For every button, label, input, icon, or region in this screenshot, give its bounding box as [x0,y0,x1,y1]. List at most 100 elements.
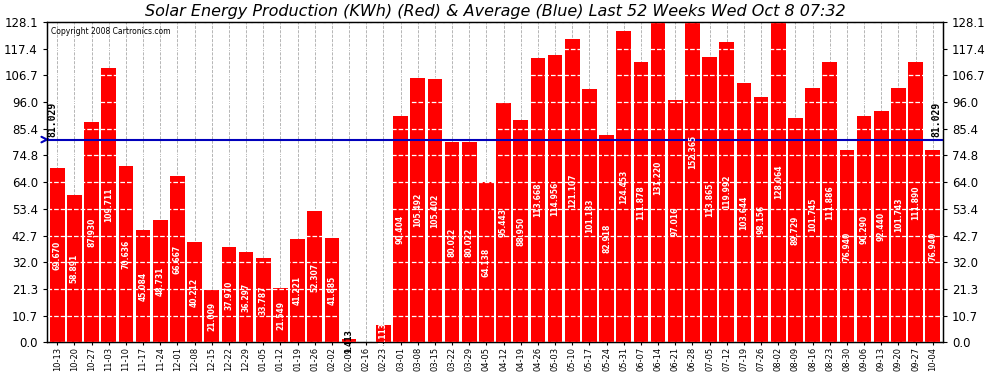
Text: 40.212: 40.212 [190,278,199,307]
Text: 119.992: 119.992 [723,175,732,209]
Text: 36.297: 36.297 [242,282,250,312]
Bar [582,89,597,342]
Bar [685,0,700,342]
Text: 105.492: 105.492 [413,193,423,228]
Text: 131.220: 131.220 [653,161,662,195]
Bar [376,325,391,342]
Bar [737,83,751,342]
Title: Solar Energy Production (KWh) (Red) & Average (Blue) Last 52 Weeks Wed Oct 8 07:: Solar Energy Production (KWh) (Red) & Av… [145,4,845,19]
Text: 101.745: 101.745 [808,198,817,232]
Text: 124.453: 124.453 [620,170,629,204]
Bar [823,62,838,342]
Text: 98.156: 98.156 [756,205,765,234]
Bar [856,116,871,342]
Text: 90.290: 90.290 [859,215,868,244]
Bar [445,142,459,342]
Bar [547,55,562,342]
Text: 33.787: 33.787 [258,285,267,315]
Bar [428,78,443,342]
Text: 21.009: 21.009 [207,302,216,331]
Bar [205,290,219,342]
Bar [101,68,116,342]
Bar [136,230,150,342]
Text: 113.668: 113.668 [534,183,543,218]
Bar [119,166,134,342]
Text: 90.404: 90.404 [396,215,405,244]
Bar [874,111,889,342]
Text: 128.064: 128.064 [774,165,783,200]
Bar [702,57,717,342]
Text: 95.443: 95.443 [499,209,508,237]
Text: 41.885: 41.885 [328,275,337,304]
Bar [393,116,408,342]
Text: 37.970: 37.970 [225,280,234,310]
Text: 7.113: 7.113 [379,321,388,345]
Bar [805,88,820,342]
Text: 114.956: 114.956 [550,182,559,216]
Bar [771,22,785,342]
Bar [840,150,854,342]
Text: 121.107: 121.107 [567,174,577,208]
Bar [273,288,288,342]
Text: 88.950: 88.950 [516,216,526,246]
Bar [170,176,185,342]
Text: 1.413: 1.413 [345,329,353,352]
Bar [531,58,545,342]
Bar [753,97,768,342]
Text: Copyright 2008 Cartronics.com: Copyright 2008 Cartronics.com [51,27,171,36]
Text: 89.729: 89.729 [791,215,800,245]
Text: 152.365: 152.365 [688,135,697,169]
Bar [891,88,906,342]
Text: 101.743: 101.743 [894,198,903,232]
Text: 76.940: 76.940 [842,231,851,261]
Text: 92.440: 92.440 [877,212,886,241]
Text: 81.029: 81.029 [48,102,57,137]
Text: 111.890: 111.890 [911,185,920,220]
Text: 82.918: 82.918 [602,224,611,254]
Bar [308,211,322,342]
Bar [599,135,614,342]
Bar [514,120,528,342]
Text: 66.667: 66.667 [173,244,182,274]
Bar [479,182,494,342]
Text: 101.183: 101.183 [585,198,594,233]
Text: 48.731: 48.731 [155,267,164,296]
Bar [222,248,237,342]
Bar [650,14,665,342]
Text: 45.084: 45.084 [139,272,148,300]
Bar [84,122,99,342]
Text: 113.865: 113.865 [705,183,714,217]
Bar [634,62,648,342]
Text: 64.138: 64.138 [482,248,491,277]
Bar [788,118,803,342]
Text: 111.886: 111.886 [826,185,835,220]
Bar [496,104,511,342]
Text: 21.549: 21.549 [276,301,285,330]
Bar [256,258,270,342]
Bar [617,31,631,342]
Bar [411,78,425,342]
Text: 105.402: 105.402 [431,194,440,228]
Text: 58.891: 58.891 [70,254,79,284]
Text: 87.930: 87.930 [87,217,96,247]
Bar [325,237,340,342]
Bar [926,150,940,342]
Bar [239,252,253,342]
Text: 80.022: 80.022 [464,228,474,257]
Bar [152,220,167,342]
Text: 109.711: 109.711 [104,188,113,222]
Bar [50,168,64,342]
Text: 97.016: 97.016 [671,206,680,236]
Text: 52.307: 52.307 [310,262,319,291]
Bar [720,42,734,342]
Bar [668,99,682,342]
Bar [908,62,923,342]
Text: 111.878: 111.878 [637,185,645,220]
Text: 69.670: 69.670 [52,241,61,270]
Bar [290,239,305,342]
Bar [462,142,476,342]
Bar [565,39,579,342]
Text: 80.022: 80.022 [447,228,456,257]
Bar [187,242,202,342]
Text: 81.029: 81.029 [932,102,941,137]
